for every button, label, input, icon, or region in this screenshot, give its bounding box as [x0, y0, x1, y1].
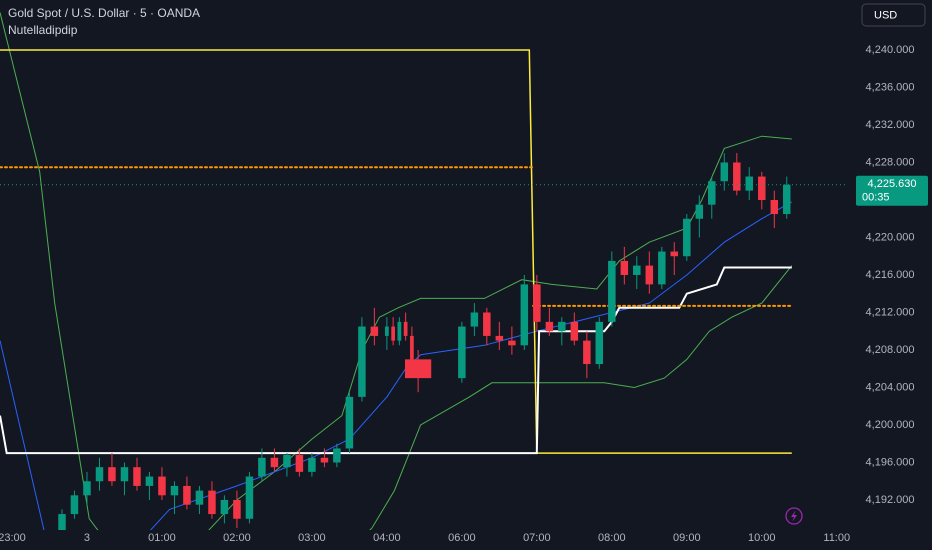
candle-body [403, 321, 408, 336]
plot-area [0, 12, 848, 530]
candle-body [608, 260, 616, 322]
candle-body [733, 162, 741, 191]
candle-body [245, 476, 254, 519]
candle-body [370, 326, 379, 336]
indicator-line [369, 265, 793, 530]
y-tick-label: 4,220.000 [866, 231, 915, 243]
candle-body [558, 321, 566, 332]
candle-body [533, 284, 541, 322]
candle-body [158, 476, 166, 496]
candle-body [320, 457, 329, 463]
currency-button[interactable] [861, 3, 926, 27]
candle-body [108, 467, 116, 482]
y-tick-label: 4,216.000 [866, 269, 915, 281]
y-tick-label: 4,240.000 [866, 44, 915, 56]
chart-title: Gold Spot / U.S. Dollar · 5 · OANDA [8, 6, 200, 20]
last-price-label: 4,225.630 [868, 178, 917, 190]
candle-body [233, 499, 241, 519]
candle-body [770, 199, 779, 215]
x-tick-label: 06:00 [448, 532, 476, 544]
last-price-tag [856, 175, 928, 206]
candle-body [620, 260, 629, 275]
x-tick-label: 10:00 [748, 532, 776, 544]
candle-body [583, 340, 591, 365]
candle-body [58, 514, 66, 530]
y-tick-label: 4,200.000 [866, 419, 915, 431]
currency-label[interactable]: USD [874, 9, 897, 21]
candle-body [358, 326, 366, 397]
candle-body [570, 321, 579, 341]
y-tick-label: 4,236.000 [866, 81, 915, 93]
candle-body [695, 204, 704, 219]
candle-body [783, 184, 791, 215]
candle-body [720, 162, 729, 182]
candle-body [458, 326, 466, 379]
candle-body [410, 335, 414, 360]
y-tick-label: 4,208.000 [866, 344, 915, 356]
candle-body [670, 251, 679, 257]
candle-body [208, 490, 216, 515]
indicator-name: Nutelladipdip [8, 23, 78, 37]
candle-body [385, 326, 389, 336]
candle-body [220, 499, 229, 515]
candle-body [283, 454, 291, 468]
y-tick-label: 4,192.000 [866, 494, 915, 506]
candle-body [133, 467, 141, 486]
candle-body [658, 251, 666, 285]
candle-body [391, 326, 396, 341]
candle-body [683, 218, 691, 257]
indicator-line [0, 166, 793, 307]
replay-icon[interactable] [785, 507, 803, 525]
x-tick-label: 3 [84, 532, 90, 544]
candle-body [83, 481, 91, 496]
x-tick-label: 23:00 [0, 532, 26, 544]
candle-body [295, 454, 304, 472]
candle-body [183, 485, 191, 505]
candle-body [397, 321, 402, 341]
candle-body [483, 312, 491, 336]
candle-body [333, 448, 341, 463]
candle-body [745, 176, 754, 191]
bar-countdown: 00:35 [862, 192, 890, 204]
candle-body [120, 467, 129, 482]
candle-body [545, 321, 554, 332]
candle-body [645, 265, 654, 285]
candle-body [495, 335, 504, 341]
candle-body [145, 476, 154, 486]
candle-body [95, 467, 104, 482]
candle-body [404, 359, 432, 379]
candle-body [595, 321, 604, 365]
candle-body [758, 176, 766, 200]
x-tick-label: 01:00 [148, 532, 176, 544]
x-tick-label: 04:00 [373, 532, 401, 544]
x-tick-label: 07:00 [523, 532, 551, 544]
x-tick-label: 02:00 [223, 532, 251, 544]
candle-body [270, 457, 279, 468]
candle-body [508, 340, 516, 346]
candle-body [195, 490, 204, 505]
y-tick-label: 4,228.000 [866, 156, 915, 168]
y-tick-label: 4,204.000 [866, 381, 915, 393]
candle-body [633, 265, 641, 275]
indicator-line [0, 49, 792, 454]
x-tick-label: 09:00 [673, 532, 701, 544]
y-tick-label: 4,232.000 [866, 119, 915, 131]
candle-body [308, 457, 316, 472]
candle-body [70, 495, 79, 515]
candle-body [258, 457, 266, 477]
y-tick-label: 4,212.000 [866, 306, 915, 318]
y-tick-label: 4,196.000 [866, 456, 915, 468]
candle-body [708, 181, 716, 205]
candle-body [470, 312, 479, 327]
candle-body [520, 284, 529, 346]
candle-body [170, 485, 179, 496]
x-tick-label: 11:00 [823, 532, 850, 544]
x-tick-label: 08:00 [598, 532, 626, 544]
candle-body [345, 396, 354, 449]
x-tick-label: 03:00 [298, 532, 326, 544]
